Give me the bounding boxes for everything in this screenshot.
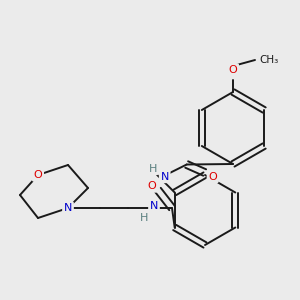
Text: H: H	[140, 213, 148, 223]
Text: O: O	[229, 65, 237, 75]
Text: N: N	[64, 203, 72, 213]
Text: O: O	[208, 172, 217, 182]
Text: O: O	[148, 181, 156, 191]
Text: N: N	[160, 172, 169, 182]
Text: CH₃: CH₃	[260, 55, 279, 65]
Text: H: H	[148, 164, 157, 173]
Text: N: N	[150, 201, 158, 211]
Text: O: O	[34, 170, 42, 180]
